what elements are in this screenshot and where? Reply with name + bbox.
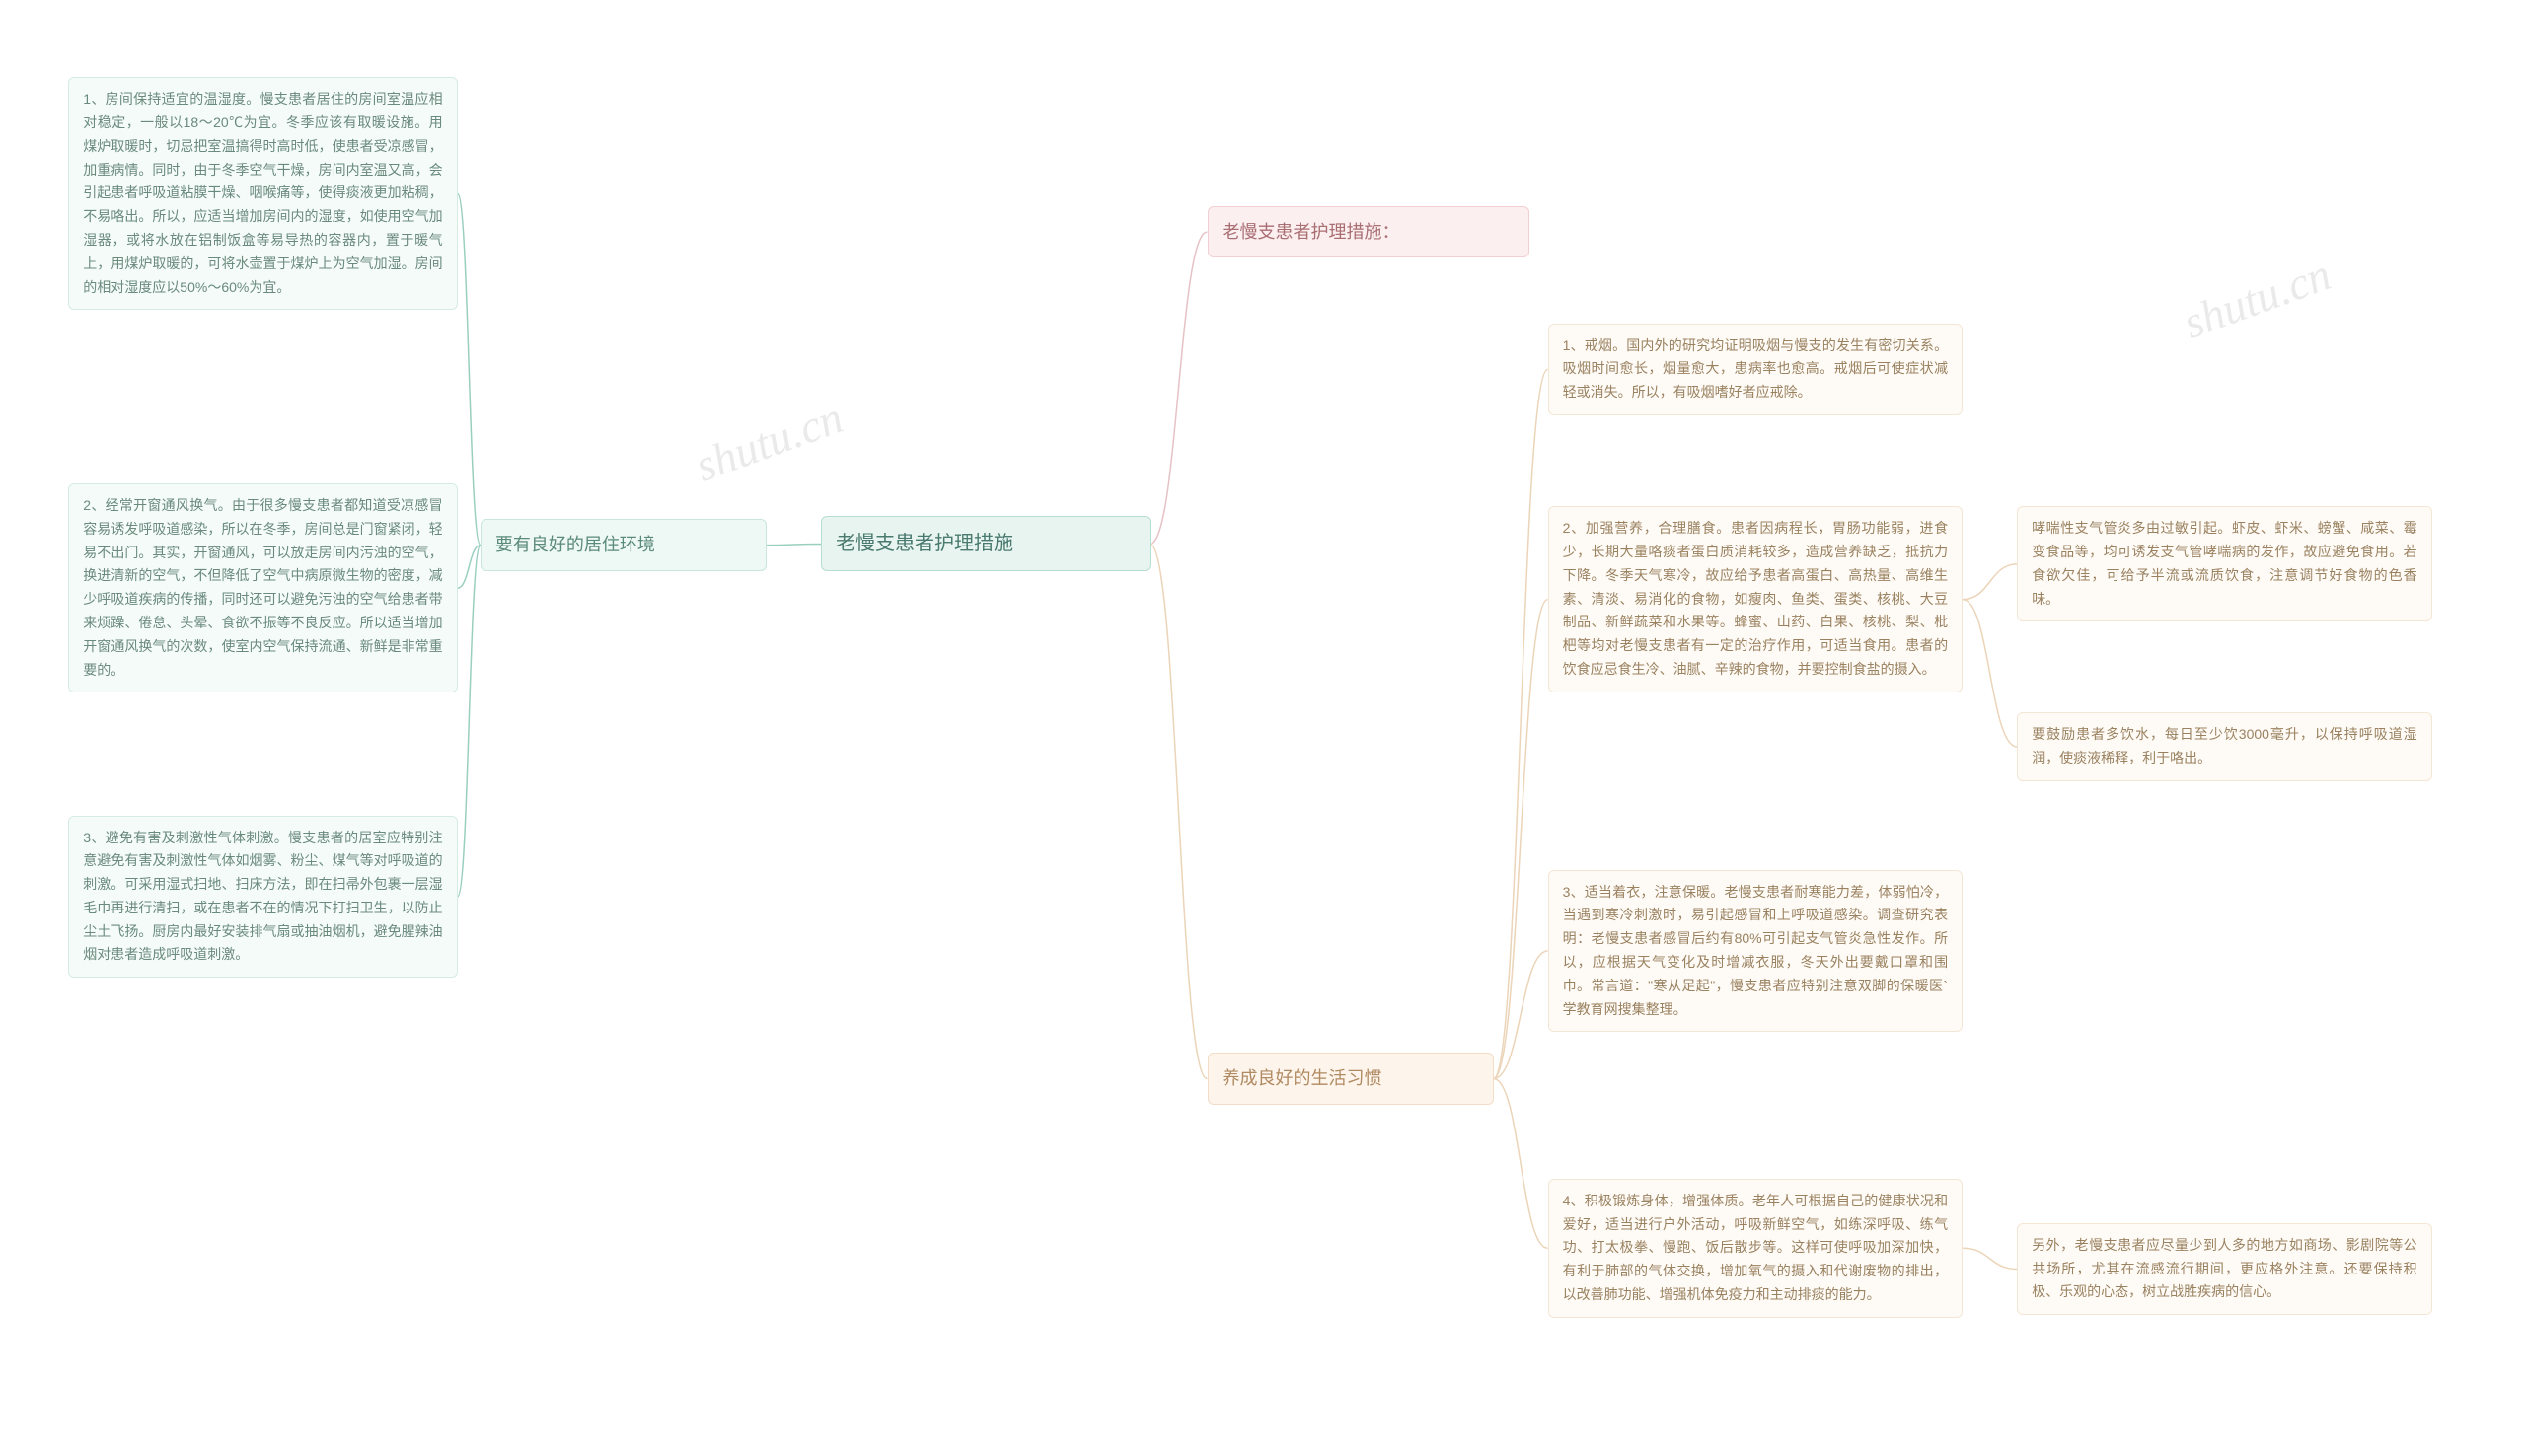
- leaf-text: 要鼓励患者多饮水，每日至少饮3000毫升，以保持呼吸道湿润，使痰液稀释，利于咯出…: [2032, 726, 2417, 765]
- watermark: shutu.cn: [688, 391, 849, 492]
- leaf-text: 哮喘性支气管炎多由过敏引起。虾皮、虾米、螃蟹、咸菜、霉变食品等，均可诱发支气管哮…: [2032, 520, 2417, 606]
- leaf-text: 3、避免有害及刺激性气体刺激。慢支患者的居室应特别注意避免有害及刺激性气体如烟雾…: [83, 830, 442, 963]
- branch-label: 要有良好的居住环境: [495, 535, 655, 554]
- branch-label: 养成良好的生活习惯: [1223, 1068, 1382, 1088]
- leaf-left-3: 3、避免有害及刺激性气体刺激。慢支患者的居室应特别注意避免有害及刺激性气体如烟雾…: [68, 816, 457, 979]
- leaf-right-3: 3、适当着衣，注意保暖。老慢支患者耐寒能力差，体弱怕冷，当遇到寒冷刺激时，易引起…: [1548, 870, 1964, 1033]
- subleaf-1: 哮喘性支气管炎多由过敏引起。虾皮、虾米、螃蟹、咸菜、霉变食品等，均可诱发支气管哮…: [2017, 506, 2432, 621]
- leaf-text: 2、加强营养，合理膳食。患者因病程长，胃肠功能弱，进食少，长期大量咯痰者蛋白质消…: [1563, 520, 1949, 677]
- leaf-right-2: 2、加强营养，合理膳食。患者因病程长，胃肠功能弱，进食少，长期大量咯痰者蛋白质消…: [1548, 506, 1964, 692]
- center-node: 老慢支患者护理措施: [821, 516, 1151, 571]
- branch-living-environment: 要有良好的居住环境: [481, 519, 767, 571]
- branch-nursing-measures: 老慢支患者护理措施：: [1208, 206, 1529, 258]
- leaf-text: 4、积极锻炼身体，增强体质。老年人可根据自己的健康状况和爱好，适当进行户外活动，…: [1563, 1193, 1949, 1302]
- leaf-right-4: 4、积极锻炼身体，增强体质。老年人可根据自己的健康状况和爱好，适当进行户外活动，…: [1548, 1179, 1964, 1318]
- branch-life-habits: 养成良好的生活习惯: [1208, 1053, 1494, 1105]
- leaf-text: 另外，老慢支患者应尽量少到人多的地方如商场、影剧院等公共场所，尤其在流感流行期间…: [2032, 1237, 2417, 1300]
- watermark: shutu.cn: [2176, 248, 2337, 349]
- leaf-text: 3、适当着衣，注意保暖。老慢支患者耐寒能力差，体弱怕冷，当遇到寒冷刺激时，易引起…: [1563, 884, 1949, 1017]
- subleaf-2: 要鼓励患者多饮水，每日至少饮3000毫升，以保持呼吸道湿润，使痰液稀释，利于咯出…: [2017, 712, 2432, 781]
- leaf-text: 2、经常开窗通风换气。由于很多慢支患者都知道受凉感冒容易诱发呼吸道感染，所以在冬…: [83, 497, 442, 678]
- leaf-right-1: 1、戒烟。国内外的研究均证明吸烟与慢支的发生有密切关系。吸烟时间愈长，烟量愈大，…: [1548, 324, 1964, 415]
- branch-label: 老慢支患者护理措施：: [1223, 222, 1400, 242]
- center-label: 老慢支患者护理措施: [836, 533, 1013, 554]
- leaf-text: 1、房间保持适宜的温湿度。慢支患者居住的房间室温应相对稳定，一般以18～20℃为…: [83, 91, 442, 294]
- leaf-left-2: 2、经常开窗通风换气。由于很多慢支患者都知道受凉感冒容易诱发呼吸道感染，所以在冬…: [68, 483, 457, 692]
- leaf-left-1: 1、房间保持适宜的温湿度。慢支患者居住的房间室温应相对稳定，一般以18～20℃为…: [68, 77, 457, 310]
- subleaf-3: 另外，老慢支患者应尽量少到人多的地方如商场、影剧院等公共场所，尤其在流感流行期间…: [2017, 1223, 2432, 1315]
- leaf-text: 1、戒烟。国内外的研究均证明吸烟与慢支的发生有密切关系。吸烟时间愈长，烟量愈大，…: [1563, 337, 1949, 400]
